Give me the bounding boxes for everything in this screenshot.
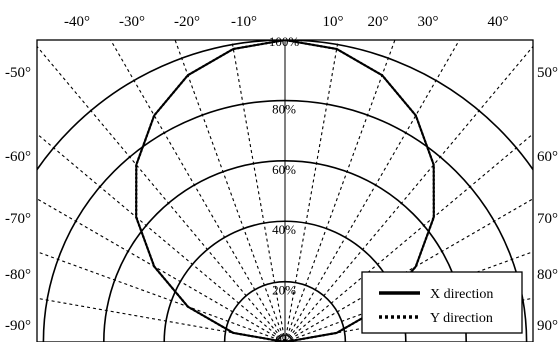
guide-circle-80 — [42, 99, 528, 342]
spoke--20 — [174, 40, 286, 342]
spoke-30 — [284, 40, 460, 342]
angle-label-left-0: -50° — [5, 65, 31, 81]
angle-label-left-1: -60° — [5, 149, 31, 165]
guide-circle-20 — [223, 280, 347, 342]
spoke-50 — [284, 133, 533, 342]
angle-label-top-4: 10° — [323, 14, 344, 30]
legend: X direction Y direction — [361, 271, 523, 334]
spoke--40 — [37, 45, 286, 342]
angle-label-right-4: 90° — [537, 318, 558, 334]
angle-label-left-3: -80° — [5, 267, 31, 283]
angle-label-left-2: -70° — [5, 211, 31, 227]
legend-box — [361, 271, 523, 334]
radial-label-0: 0% — [275, 332, 293, 342]
series-y-direction — [135, 40, 435, 342]
radial-label-60: 60% — [272, 162, 296, 177]
plot-frame — [36, 39, 534, 342]
angle-label-top-6: 30° — [418, 14, 439, 30]
guide-circle-60 — [103, 160, 467, 342]
spoke--80 — [37, 297, 286, 342]
spoke-10 — [284, 40, 339, 342]
angle-label-right-3: 80° — [537, 267, 558, 283]
angle-label-top-3: -10° — [231, 14, 257, 30]
radial-labels: 0% 20% 40% 60% 80% 100% — [269, 34, 300, 342]
angle-label-right-1: 60° — [537, 149, 558, 165]
legend-label-y-direction: Y direction — [430, 311, 493, 326]
angle-labels: -40° -30° -20° -10° 10° 20° 30° 40° -50° -60° -70°… — [5, 14, 558, 334]
radial-label-80: 80% — [272, 101, 296, 116]
angle-label-top-2: -20° — [174, 14, 200, 30]
angle-label-top-5: 20° — [368, 14, 389, 30]
radial-label-40: 40% — [272, 222, 296, 237]
spoke--60 — [37, 198, 286, 342]
radial-label-20: 20% — [272, 283, 296, 298]
angle-label-top-7: 40° — [488, 14, 509, 30]
angle-label-right-0: 50° — [537, 65, 558, 81]
chart-series — [135, 40, 435, 342]
spoke-20 — [284, 40, 396, 342]
spoke--30 — [110, 40, 286, 342]
angle-label-top-1: -30° — [119, 14, 145, 30]
legend-label-x-direction: X direction — [430, 287, 493, 302]
spoke--70 — [37, 251, 286, 342]
angle-label-left-4: -90° — [5, 318, 31, 334]
spoke-40 — [284, 45, 533, 342]
angle-label-top-0: -40° — [64, 14, 90, 30]
angle-label-right-2: 70° — [537, 211, 558, 227]
spoke--50 — [37, 133, 286, 342]
spoke--10 — [231, 40, 286, 342]
radial-label-100: 100% — [269, 34, 300, 49]
